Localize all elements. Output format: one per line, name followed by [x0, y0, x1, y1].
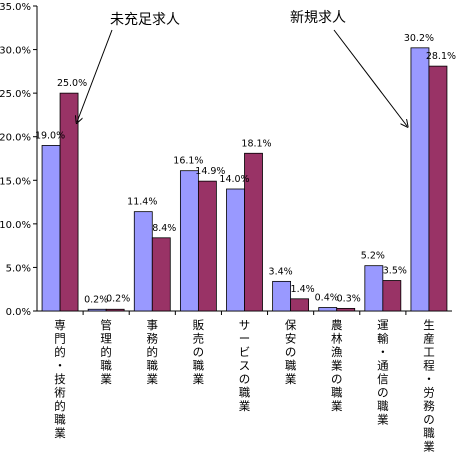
category-label-8: 運輸・通信の職業: [377, 318, 389, 427]
y-tick-label: 20.0%: [0, 133, 31, 144]
category-label-5: サービスの職業: [239, 318, 251, 413]
data-label-series-1-1: 19.0%: [35, 130, 65, 141]
bar-series-2-1: [59, 92, 79, 312]
bar-series-1-5: [226, 188, 245, 312]
data-label-series-1-6: 3.4%: [269, 266, 293, 277]
data-label-series-2-6: 1.4%: [291, 284, 315, 295]
bar-series-1-1: [41, 145, 61, 312]
bar-series-1-2: [87, 308, 107, 312]
data-label-series-2-5: 18.1%: [241, 138, 271, 149]
data-labels: 19.0% 0.2% 11.4% 16.1% 14.0% 3.4% 0.4% 5.2% 30.2…: [35, 33, 456, 305]
y-tick-label: 25.0%: [0, 89, 31, 100]
category-label-6: 保安の職業: [285, 318, 297, 386]
annotations: 未充足求人 新規求人: [77, 10, 407, 126]
y-tick-label: 10.0%: [0, 220, 31, 231]
y-tick-label: 5.0%: [6, 263, 31, 274]
data-label-series-1-7: 0.4%: [315, 293, 339, 304]
category-label-1: 専門的・技術的職業: [54, 318, 66, 440]
bar-series-2-2: [105, 308, 125, 312]
bar-series-1-8: [364, 265, 384, 312]
data-label-series-1-4: 16.1%: [173, 156, 203, 167]
data-label-series-1-2: 0.2%: [84, 294, 108, 305]
bar-series-1-3: [133, 211, 153, 312]
bar-series-1-9: [410, 47, 430, 312]
data-label-series-2-4: 14.9%: [195, 166, 225, 177]
category-label-9: 生産工程・労務の職業: [423, 318, 435, 454]
y-tick-label: 35.0%: [0, 2, 31, 13]
data-label-series-2-1: 25.0%: [57, 78, 87, 89]
category-label-2: 管理的職業: [100, 318, 112, 386]
data-label-series-2-9: 28.1%: [426, 51, 456, 62]
category-labels: 専門的・技術的職業 管理的職業 事務的職業 販売の職業 サービスの職業 保安の職業 農林漁業…: [54, 318, 435, 454]
bars: [41, 47, 448, 312]
data-label-series-2-2: 0.2%: [106, 293, 130, 304]
y-tick-label: 15.0%: [0, 176, 31, 187]
category-label-3: 事務的職業: [147, 318, 159, 386]
y-tick-label: 0.0%: [6, 307, 31, 318]
data-label-series-2-7: 0.3%: [337, 293, 361, 304]
bar-series-1-6: [272, 280, 292, 312]
annotation-arrow-1: [77, 29, 113, 122]
bar-series-2-6: [290, 298, 310, 312]
annotation-label-1: 未充足求人: [110, 12, 180, 28]
data-label-series-1-8: 5.2%: [361, 251, 385, 262]
data-label-series-2-8: 3.5%: [383, 266, 407, 277]
bar-series-2-7: [336, 307, 356, 312]
data-label-series-2-3: 8.4%: [152, 223, 176, 234]
annotation-label-2: 新規求人: [290, 10, 346, 26]
data-label-series-1-9: 30.2%: [404, 33, 434, 44]
bar-series-1-7: [318, 307, 338, 312]
data-label-series-1-3: 11.4%: [127, 197, 157, 208]
category-label-4: 販売の職業: [193, 318, 205, 386]
bar-series-2-3: [151, 237, 171, 312]
bar-series-2-8: [382, 280, 402, 312]
category-label-7: 農林漁業の職業: [331, 318, 343, 413]
data-label-series-1-5: 14.0%: [219, 174, 249, 185]
y-tick-label: 30.0%: [0, 46, 31, 57]
bar-series-2-9: [428, 65, 448, 312]
bar-series-2-5: [244, 152, 263, 312]
bar-series-2-4: [197, 180, 217, 312]
bar-series-1-4: [179, 170, 199, 312]
annotation-arrow-2: [333, 29, 407, 126]
